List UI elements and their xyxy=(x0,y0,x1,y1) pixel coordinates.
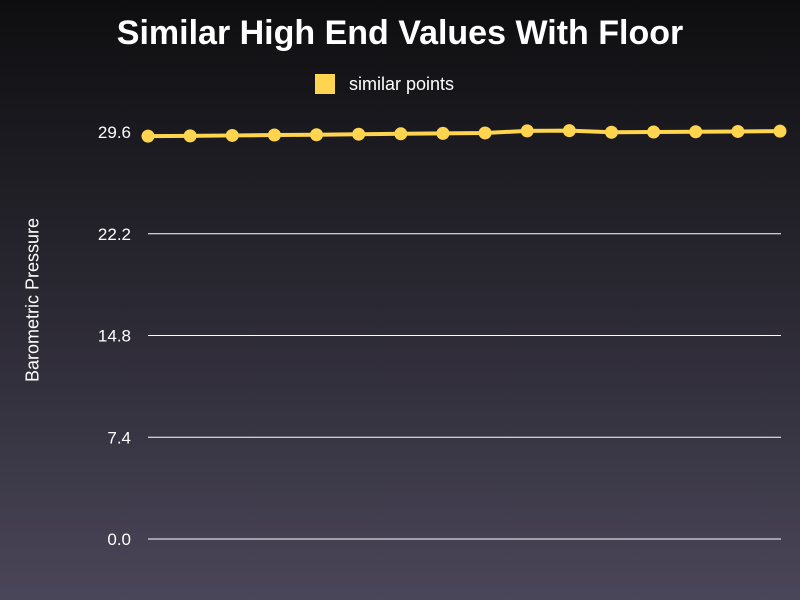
legend-label: similar points xyxy=(349,73,455,94)
legend-swatch xyxy=(315,74,335,94)
data-point xyxy=(225,128,239,142)
series-line xyxy=(147,128,781,139)
data-point xyxy=(562,124,576,138)
data-point xyxy=(183,129,197,143)
y-tick-label: 29.6 xyxy=(98,123,131,142)
data-point xyxy=(647,125,661,139)
y-tick-label: 7.4 xyxy=(107,428,131,447)
data-point xyxy=(436,126,450,140)
data-point xyxy=(141,129,155,143)
data-point xyxy=(394,127,408,141)
y-tick-label: 22.2 xyxy=(98,225,131,244)
chart-title: Similar High End Values With Floor xyxy=(116,14,684,52)
data-point xyxy=(520,124,534,138)
data-point xyxy=(310,128,324,142)
data-point xyxy=(773,124,787,138)
legend: similar points xyxy=(315,72,454,96)
data-point xyxy=(478,126,492,140)
data-point xyxy=(352,127,366,141)
data-point xyxy=(604,125,618,139)
data-point xyxy=(689,125,703,139)
data-point xyxy=(731,124,745,138)
data-point xyxy=(267,128,281,142)
y-tick-label: 14.8 xyxy=(98,327,131,346)
y-tick-label: 0.0 xyxy=(107,530,131,549)
